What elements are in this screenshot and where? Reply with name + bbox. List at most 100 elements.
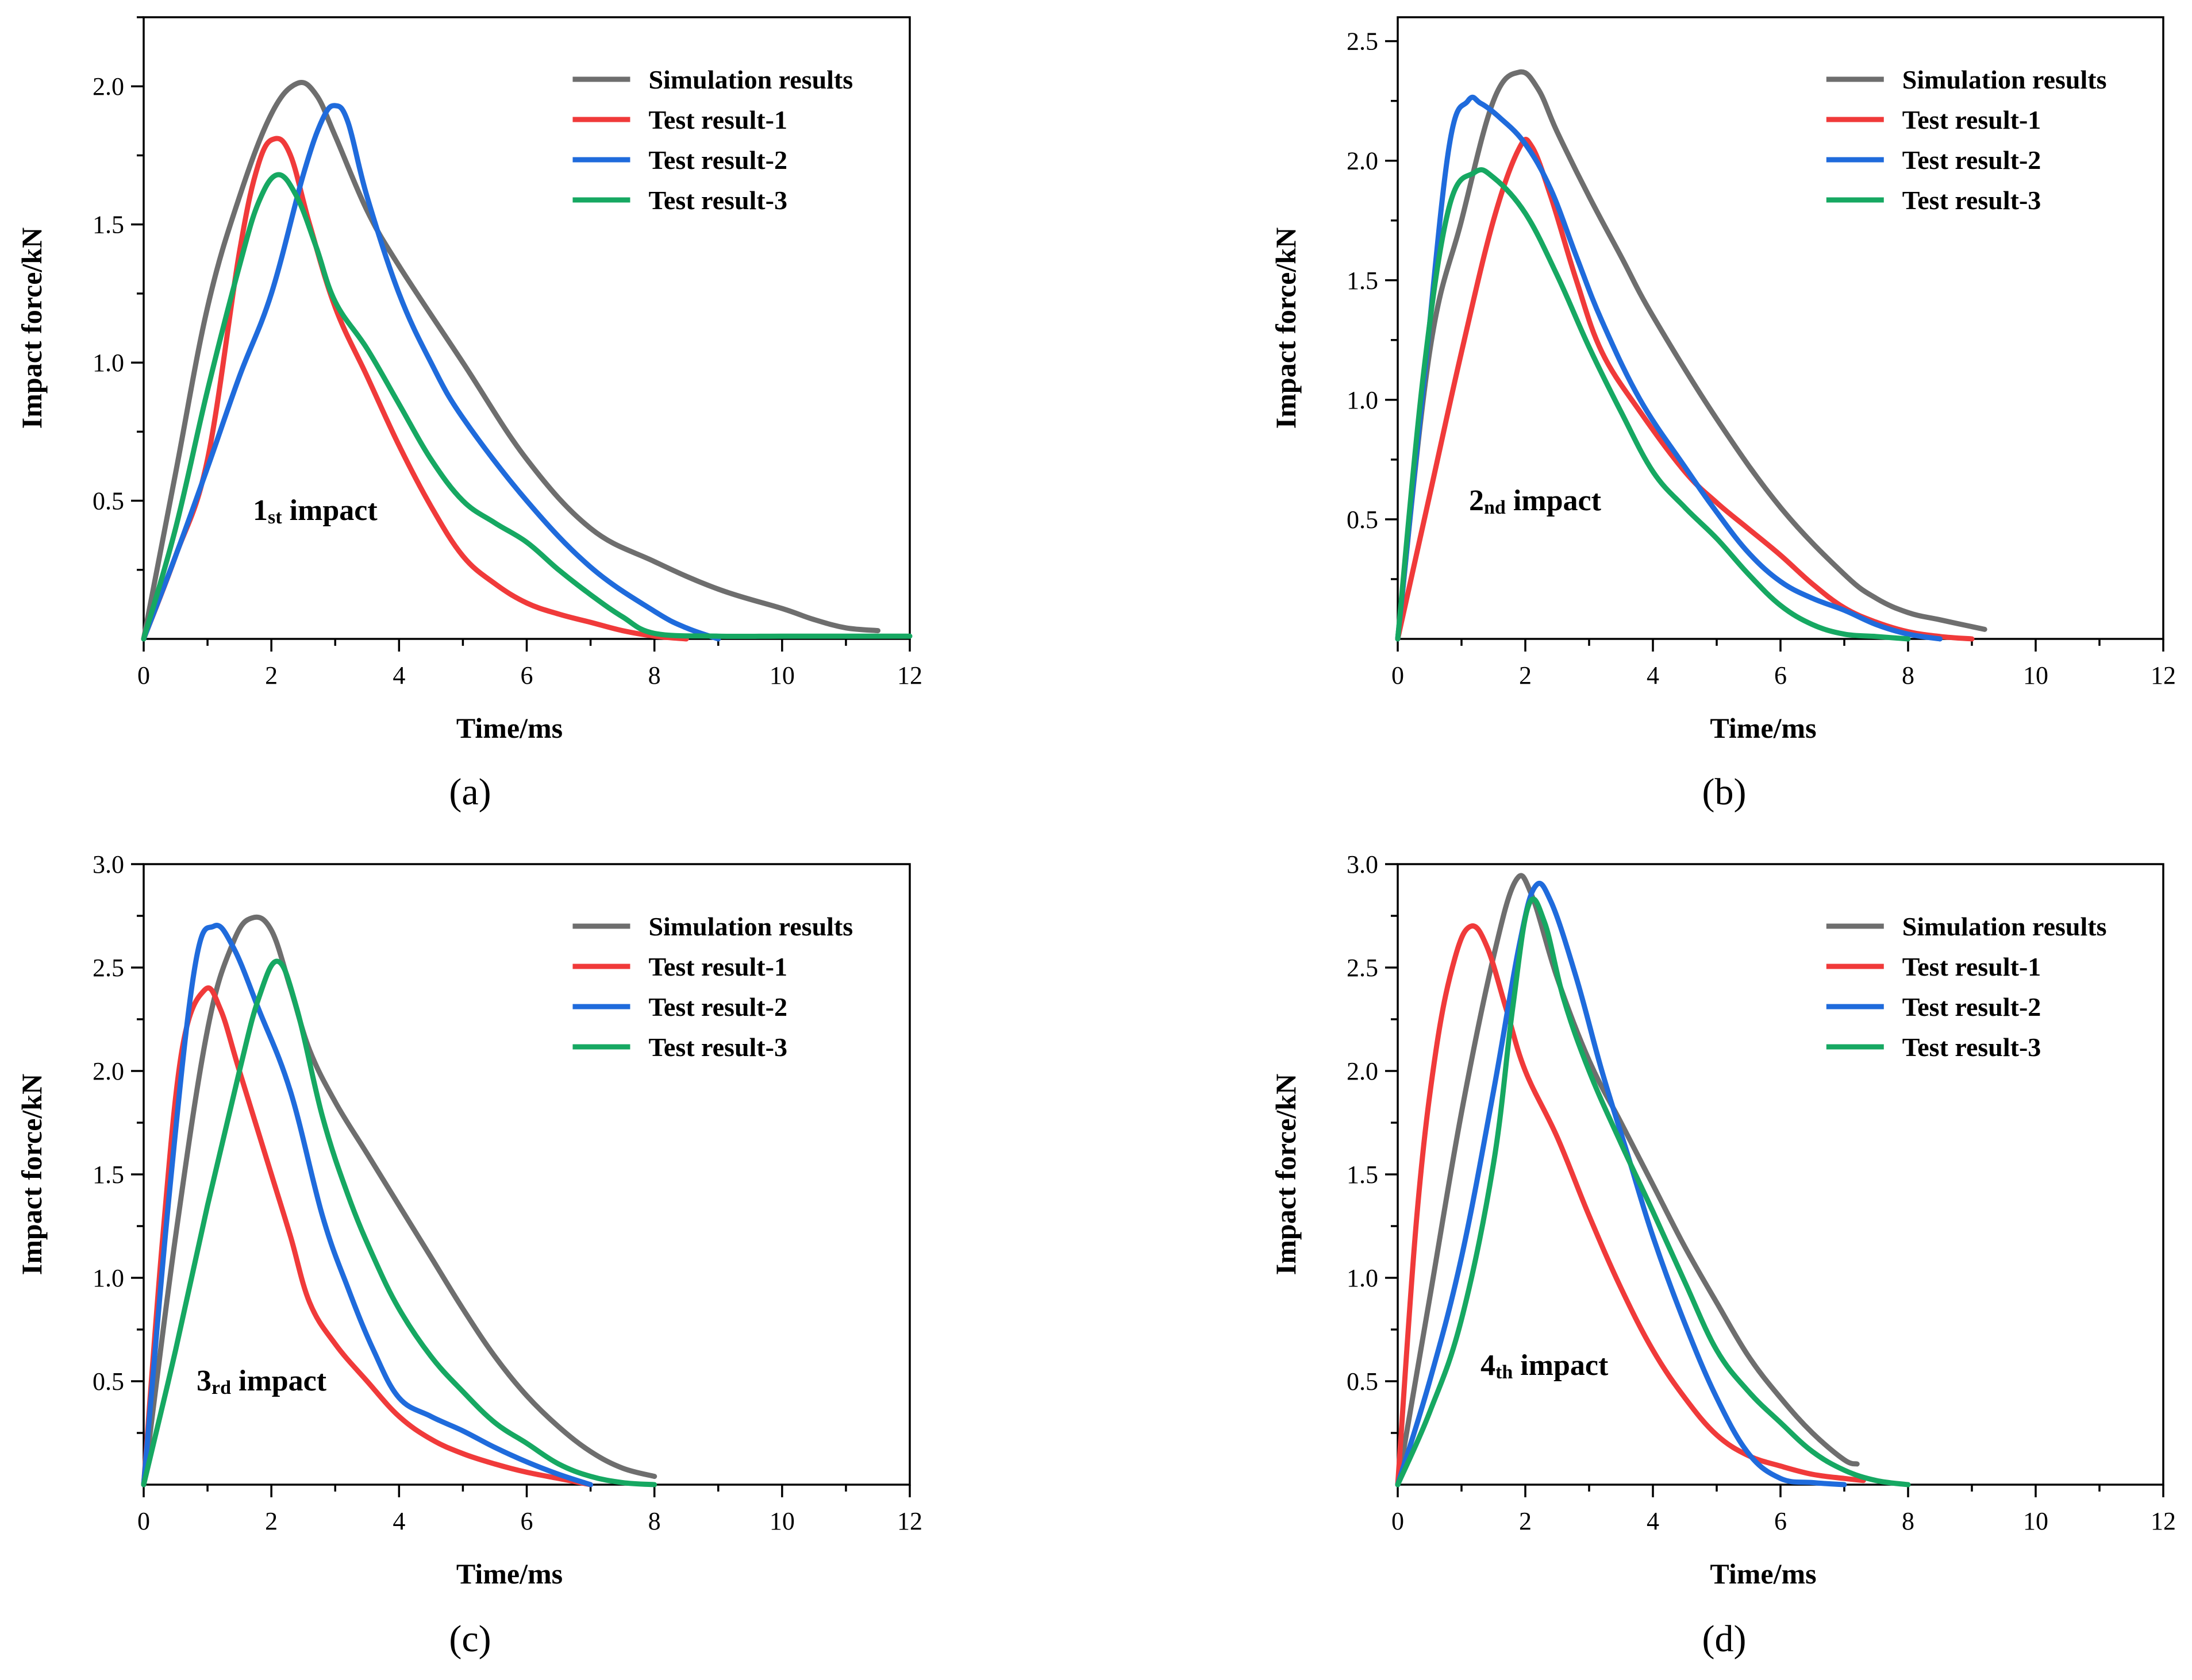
y-tick-label: 1.0 xyxy=(93,349,124,377)
series-line-test-result-3 xyxy=(1395,167,1911,642)
annotation-suffix: th xyxy=(1495,1362,1513,1383)
x-tick-label: 0 xyxy=(1391,661,1404,689)
impact-annotation: 1st impact xyxy=(253,494,378,528)
x-tick-label: 10 xyxy=(2023,661,2048,689)
y-tick-label: 1.5 xyxy=(1347,267,1378,295)
legend-label: Simulation results xyxy=(648,65,853,94)
x-tick-label: 4 xyxy=(1647,661,1659,689)
annotation-number: 1 xyxy=(253,494,268,527)
x-axis-title: Time/ms xyxy=(456,712,563,744)
legend-label: Test result-2 xyxy=(1902,992,2041,1022)
y-tick-label: 3.0 xyxy=(93,850,124,878)
y-tick-label: 2.5 xyxy=(1347,954,1378,982)
series-line-test-result-3 xyxy=(141,172,913,642)
y-tick-label: 2.5 xyxy=(93,954,124,982)
y-tick-label: 1.0 xyxy=(93,1264,124,1292)
chart-panel-c: 0 2 4 6 8 10 12 0.5 1.0 1.5 2.0 2.5 3.0 Time/ms Impact… xyxy=(16,850,922,1660)
y-tick-label: 1.5 xyxy=(93,1161,124,1189)
y-tick-label: 2.5 xyxy=(1347,28,1378,56)
legend-label: Test result-3 xyxy=(648,1032,787,1062)
impact-annotation: 3rd impact xyxy=(197,1365,327,1398)
series-line-test-result-1 xyxy=(141,985,594,1488)
annotation-suffix: nd xyxy=(1484,497,1506,518)
legend-label: Test result-2 xyxy=(1902,145,2041,175)
x-tick-label: 12 xyxy=(897,661,922,689)
series-line-test-result-2 xyxy=(1395,94,1943,642)
x-tick-label: 2 xyxy=(1519,661,1532,689)
panel-caption: (b) xyxy=(1702,771,1747,813)
legend-label: Test result-1 xyxy=(1902,105,2041,134)
chart-panel-d: 0 2 4 6 8 10 12 0.5 1.0 1.5 2.0 2.5 3.0 Time/ms Impact… xyxy=(1270,850,2176,1660)
annotation-text: impact xyxy=(231,1365,327,1397)
annotation-number: 2 xyxy=(1469,484,1484,517)
series-line-simulation-results xyxy=(1395,873,1860,1488)
annotation-number: 3 xyxy=(197,1365,211,1397)
y-axis-title: Impact force/kN xyxy=(16,1074,48,1275)
y-tick-label: 0.5 xyxy=(1347,506,1378,534)
y-tick-label: 0.5 xyxy=(93,1367,124,1396)
y-tick-label: 3.0 xyxy=(1347,850,1378,878)
legend-label: Test result-2 xyxy=(648,145,787,175)
legend-label: Simulation results xyxy=(1902,912,2107,941)
x-tick-label: 8 xyxy=(648,661,661,689)
x-tick-label: 12 xyxy=(897,1507,922,1535)
x-tick-label: 8 xyxy=(1902,1507,1914,1535)
y-tick-label: 2.0 xyxy=(93,72,124,101)
series-line-test-result-3 xyxy=(1395,896,1911,1488)
legend-label: Test result-1 xyxy=(648,105,787,134)
x-tick-label: 4 xyxy=(393,661,405,689)
x-tick-label: 4 xyxy=(393,1507,405,1535)
plot-frame xyxy=(1397,16,2164,640)
legend-label: Test result-1 xyxy=(1902,952,2041,981)
legend-label: Test result-3 xyxy=(1902,186,2041,215)
y-tick-label: 2.0 xyxy=(1347,1057,1378,1085)
x-tick-label: 8 xyxy=(648,1507,661,1535)
annotation-suffix: st xyxy=(268,507,282,528)
x-tick-label: 2 xyxy=(1519,1507,1532,1535)
legend-label: Test result-3 xyxy=(648,186,787,215)
x-tick-label: 2 xyxy=(265,1507,278,1535)
y-tick-label: 1.5 xyxy=(93,211,124,239)
x-tick-label: 10 xyxy=(770,661,795,689)
y-tick-label: 2.0 xyxy=(93,1057,124,1085)
x-tick-label: 6 xyxy=(1774,1507,1787,1535)
plot-frame xyxy=(1397,863,2164,1486)
x-tick-label: 10 xyxy=(770,1507,795,1535)
series-line-test-result-2 xyxy=(141,103,721,642)
legend-label: Simulation results xyxy=(1902,65,2107,94)
x-tick-label: 4 xyxy=(1647,1507,1659,1535)
x-tick-label: 12 xyxy=(2151,1507,2176,1535)
series-line-test-result-1 xyxy=(141,136,689,642)
series-line-test-result-2 xyxy=(1395,881,1847,1488)
y-tick-label: 2.0 xyxy=(1347,147,1378,175)
panel-caption: (a) xyxy=(449,771,491,813)
x-tick-label: 0 xyxy=(1391,1507,1404,1535)
chart-panel-b: 0 2 4 6 8 10 12 0.5 1.0 1.5 2.0 2.5 Time/ms Impact fo… xyxy=(1270,16,2176,813)
x-tick-label: 6 xyxy=(521,661,533,689)
y-tick-label: 1.0 xyxy=(1347,386,1378,414)
x-axis-title: Time/ms xyxy=(1710,1558,1816,1590)
y-axis-title: Impact force/kN xyxy=(1270,228,1302,429)
series-line-simulation-results xyxy=(141,914,657,1488)
legend-label: Test result-2 xyxy=(648,992,787,1022)
series-line-test-result-3 xyxy=(141,958,657,1488)
y-axis-title: Impact force/kN xyxy=(16,228,48,429)
x-tick-label: 8 xyxy=(1902,661,1914,689)
x-axis-title: Time/ms xyxy=(1710,712,1816,744)
x-tick-label: 6 xyxy=(1774,661,1787,689)
impact-annotation: 2nd impact xyxy=(1469,484,1602,518)
x-tick-label: 12 xyxy=(2151,661,2176,689)
x-tick-label: 10 xyxy=(2023,1507,2048,1535)
series-line-test-result-2 xyxy=(141,923,594,1488)
impact-annotation: 4th impact xyxy=(1480,1349,1609,1383)
annotation-number: 4 xyxy=(1480,1349,1495,1382)
series-line-simulation-results xyxy=(1395,69,1987,642)
legend-label: Test result-1 xyxy=(648,952,787,981)
series-line-test-result-1 xyxy=(1395,923,1866,1488)
y-tick-label: 0.5 xyxy=(1347,1367,1378,1396)
x-tick-label: 0 xyxy=(137,661,150,689)
y-tick-label: 1.0 xyxy=(1347,1264,1378,1292)
chart-panel-a: 0 2 4 6 8 10 12 0.5 1.0 1.5 2.0 Time/ms Impact force… xyxy=(16,16,922,813)
y-axis-title: Impact force/kN xyxy=(1270,1074,1302,1275)
